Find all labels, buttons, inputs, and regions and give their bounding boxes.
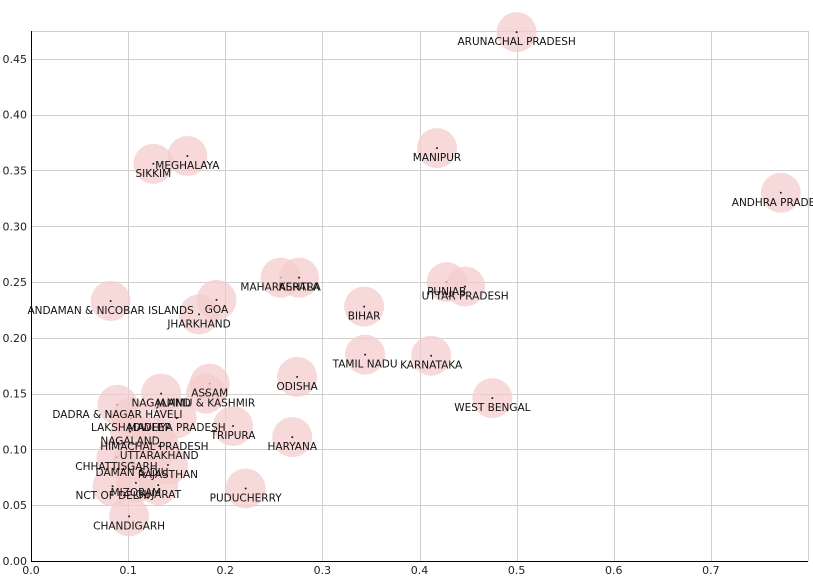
- point-label: NCT OF DELHI: [76, 490, 150, 502]
- x-tick-label: 0.6: [605, 564, 623, 577]
- point-label: JHARKHAND: [166, 318, 230, 330]
- point-label: KARNATAKA: [400, 360, 463, 372]
- point-label: ASSAM: [191, 388, 228, 400]
- point-label: JAMMU & KASHMIR: [155, 398, 255, 410]
- point-label: UTTARAKHAND: [120, 450, 199, 462]
- x-tick-label: 0.1: [119, 564, 137, 577]
- point-label: CHHATTISGARH: [75, 461, 157, 473]
- point-label: LAKSHADWEEP: [91, 422, 171, 434]
- point-label: MEGHALAYA: [155, 160, 220, 172]
- x-tick-label: 0.2: [217, 564, 235, 577]
- point-label: RAJASTHAN: [138, 469, 198, 481]
- point-label: UTTAR PRADESH: [422, 291, 509, 303]
- point-label: MANIPUR: [413, 152, 462, 164]
- point-label: NAGALAND: [131, 398, 190, 410]
- y-tick-label: 0.00: [3, 555, 28, 568]
- point-label: GOA: [205, 304, 229, 316]
- data-point-center: [515, 31, 518, 34]
- data-point-center: [363, 305, 366, 308]
- bubble-layer: [90, 12, 801, 537]
- point-label: HARYANA: [268, 441, 318, 453]
- point-label: PUNJAB: [427, 286, 466, 298]
- data-point-center: [232, 424, 235, 427]
- y-tick-label: 0.15: [3, 388, 28, 401]
- y-tick-label: 0.20: [3, 332, 28, 345]
- x-tick-label: 0.7: [702, 564, 720, 577]
- data-point-center: [204, 392, 207, 395]
- point-label: SIKKIM: [136, 168, 172, 180]
- y-tick-label: 0.40: [3, 109, 28, 122]
- point-label: DADRA & NAGAR HAVELI: [52, 409, 182, 421]
- data-point-center: [291, 436, 294, 439]
- point-label: TRIPURA: [210, 430, 257, 442]
- point-label: PUDUCHERRY: [210, 492, 283, 504]
- point-label-layer: ARUNACHAL PRADESH ANDHRA PRADESH MANIPUR ME…: [27, 36, 813, 532]
- y-tick-label: 0.10: [3, 443, 28, 456]
- y-tick-label: 0.35: [3, 164, 28, 177]
- point-label: CHANDIGARH: [93, 520, 165, 532]
- y-tick-label: 0.25: [3, 276, 28, 289]
- point-label: DAMAN & DIU: [96, 467, 169, 479]
- data-point-center: [435, 147, 438, 150]
- y-tick-label: 0.30: [3, 220, 28, 233]
- point-label: MADHYA PRADESH: [128, 422, 226, 434]
- data-point-center: [109, 300, 112, 303]
- point-label: TAMIL NADU: [332, 359, 398, 371]
- axis-layer: 0.0 0.1 0.2 0.3 0.4 0.5 0.6 0.7 0.00 0.05 0.10 0.15…: [3, 31, 808, 577]
- data-point-center: [198, 313, 201, 316]
- data-point-center: [128, 515, 131, 518]
- data-point-center: [158, 445, 161, 448]
- point-label: MIZORAM: [111, 487, 162, 499]
- data-point-center: [298, 276, 301, 279]
- point-label: ARUNACHAL PRADESH: [457, 36, 575, 48]
- data-point-center: [364, 353, 367, 356]
- point-label: WEST BENGAL: [454, 402, 530, 414]
- x-tick-label: 0.0: [22, 564, 40, 577]
- data-point-center: [152, 162, 155, 165]
- point-label: ANDHRA PRADESH: [732, 197, 813, 209]
- point-label: NAGALAND: [100, 436, 159, 448]
- x-tick-label: 0.4: [411, 564, 429, 577]
- data-point-center: [166, 464, 169, 467]
- point-label: HIMACHAL PRADESH: [100, 441, 208, 453]
- data-point-center: [779, 191, 782, 194]
- data-point-center: [186, 154, 189, 157]
- data-point-center: [157, 484, 160, 487]
- data-point-center: [296, 375, 299, 378]
- point-label: GUJARAT: [135, 489, 181, 501]
- point-label: BIHAR: [348, 311, 381, 323]
- y-tick-label: 0.45: [3, 53, 28, 66]
- point-label: KERALA: [279, 282, 321, 294]
- x-tick-label: 0.5: [508, 564, 526, 577]
- data-point-center: [111, 485, 114, 488]
- data-point-center: [160, 392, 163, 395]
- data-point-center: [244, 487, 247, 490]
- point-label: ANDAMAN & NICOBAR ISLANDS: [27, 305, 194, 317]
- x-tick-label: 0.3: [314, 564, 332, 577]
- data-point-center: [464, 285, 467, 288]
- point-label: ODISHA: [277, 381, 319, 393]
- y-tick-label: 0.05: [3, 499, 28, 512]
- data-point-center: [491, 397, 494, 400]
- data-point-center: [430, 354, 433, 357]
- data-point-center: [215, 298, 218, 301]
- data-point-center: [134, 481, 137, 484]
- data-point-center: [129, 430, 132, 433]
- data-point-center: [175, 417, 178, 420]
- point-label: MAHARASHTRA: [240, 282, 321, 294]
